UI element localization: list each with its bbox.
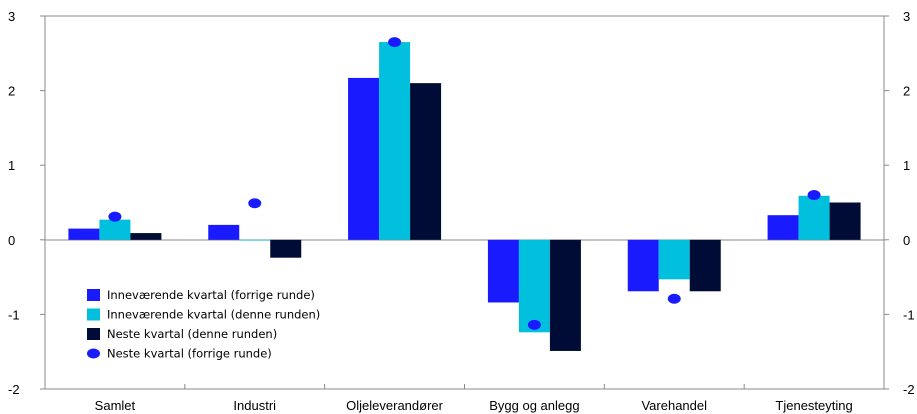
bar [410,83,442,240]
category-label: Samlet [95,398,136,413]
category-label: Oljeleverandører [346,398,443,413]
bar [518,239,550,333]
bar [549,239,581,351]
bar [767,215,799,240]
legend-swatch [87,308,100,321]
legend-label: Neste kvartal (denne runden) [107,327,277,341]
bar [487,239,519,303]
legend-label: Inneværende kvartal (denne runden) [107,308,320,322]
bar [658,239,690,280]
bar-series [68,42,861,351]
axis-ticks: 3 3 2 2 1 1 0 0 -1 -1 -2 -2 [8,9,915,397]
y-tick-label-right: 3 [903,9,910,24]
category-label: Tjenesteyting [775,398,852,413]
bar [99,219,131,240]
y-tick-label-right: 0 [903,233,910,248]
y-tick-label-left: 2 [8,84,15,99]
y-tick-label-right: 1 [903,158,910,173]
y-tick-label-left: 0 [8,233,15,248]
bar [689,239,721,292]
dot-marker [248,198,262,209]
category-label: Industri [233,398,276,413]
bar [379,42,411,240]
y-tick-label-left: 3 [8,9,15,24]
category-labels: Samlet Industri Oljeleverandører Bygg og an… [95,398,853,413]
y-tick-label-right: 2 [903,84,910,99]
bar [239,239,271,241]
y-tick-label-right: -1 [903,307,915,322]
category-label: Bygg og anlegg [489,398,579,413]
dot-marker [807,190,821,201]
y-tick-label-right: -2 [903,382,915,397]
legend: Inneværende kvartal (forrige runde) Innev… [87,288,320,361]
category-label: Varehandel [641,398,707,413]
legend-label: Inneværende kvartal (forrige runde) [107,288,315,302]
bar [798,195,830,240]
y-tick-label-left: 1 [8,158,15,173]
dot-marker [388,37,402,48]
bar [130,233,162,240]
legend-swatch [87,348,100,359]
dot-marker [667,293,681,304]
y-tick-label-left: -1 [8,307,20,322]
legend-swatch [87,328,100,340]
bar [627,239,659,292]
bar [68,228,100,240]
y-tick-label-left: -2 [8,382,20,397]
dot-marker [527,319,541,330]
bar [270,239,302,258]
bar [829,202,861,240]
dot-marker [108,211,122,222]
bar [348,77,380,240]
legend-swatch [87,289,100,301]
bar [208,224,240,240]
legend-label: Neste kvartal (forrige runde) [107,347,272,361]
dot-series [108,37,821,330]
